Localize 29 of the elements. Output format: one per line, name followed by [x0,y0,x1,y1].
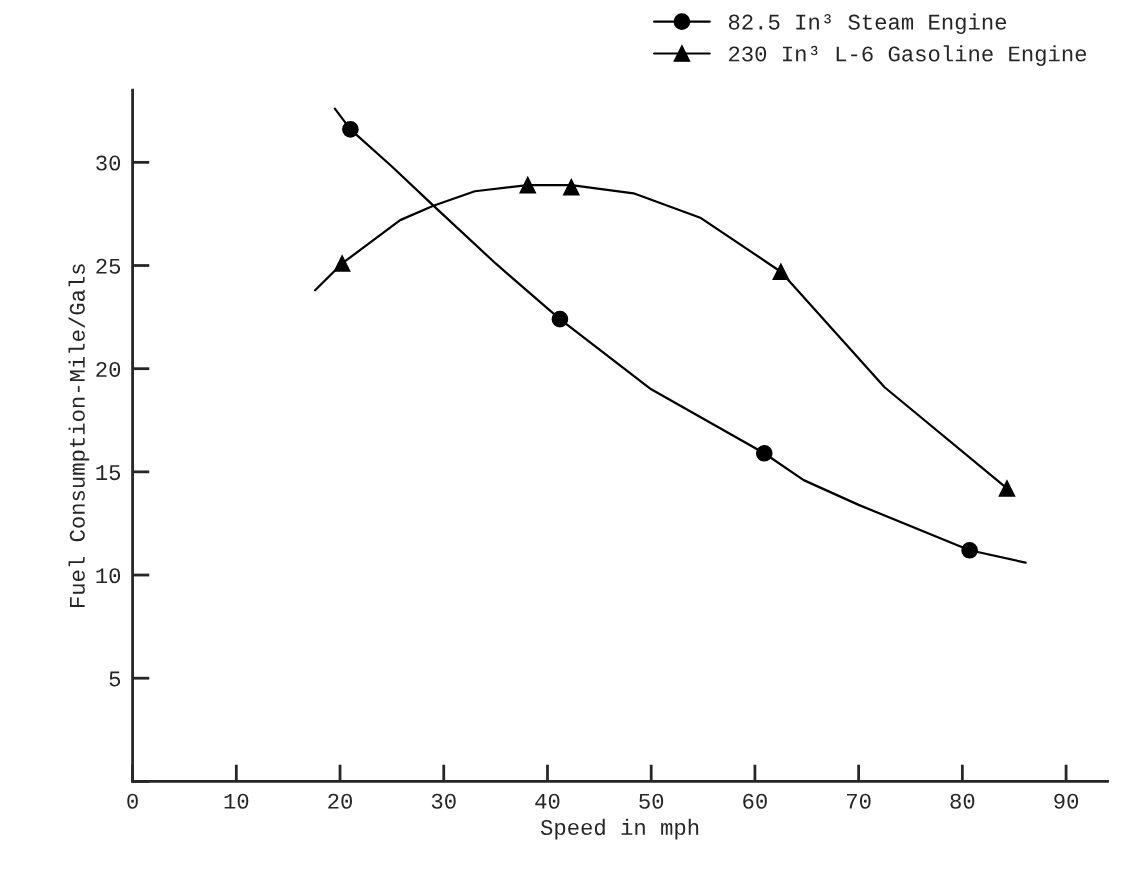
point [551,310,569,328]
point [519,176,537,194]
y-axis-title: Fuel Consumption-Mile/Gals [68,264,90,608]
x-tick-label: 90 [1054,793,1079,809]
y-tick-label: 30 [96,155,121,171]
y-tick-label: 25 [96,258,121,274]
y-tick-label: 5 [109,671,121,687]
legend-label: 230 In³ L-6 Gasoline Engine [729,45,1087,66]
point [562,178,580,196]
point [333,255,351,272]
x-tick-label: 20 [328,793,352,809]
point [772,263,790,281]
x-tick-label: 60 [743,793,767,809]
x-tick-label: 40 [535,793,560,809]
x-axis-title: Speed in mph [540,818,699,840]
x-tick-label: 50 [639,793,664,809]
point [998,480,1016,497]
x-tick-label: 0 [127,793,138,809]
legend-label: 82.5 In³ Steam Engine [728,13,1007,35]
point [961,541,978,559]
y-tick-label: 15 [96,465,121,481]
y-tick-label: 20 [96,361,121,377]
x-tick-label: 80 [950,793,975,809]
x-tick-label: 10 [224,793,249,809]
point [755,444,773,462]
x-tick-label: 70 [847,793,871,809]
x-tick-label: 30 [431,793,456,809]
point [342,120,359,138]
y-tick-label: 10 [96,568,121,584]
